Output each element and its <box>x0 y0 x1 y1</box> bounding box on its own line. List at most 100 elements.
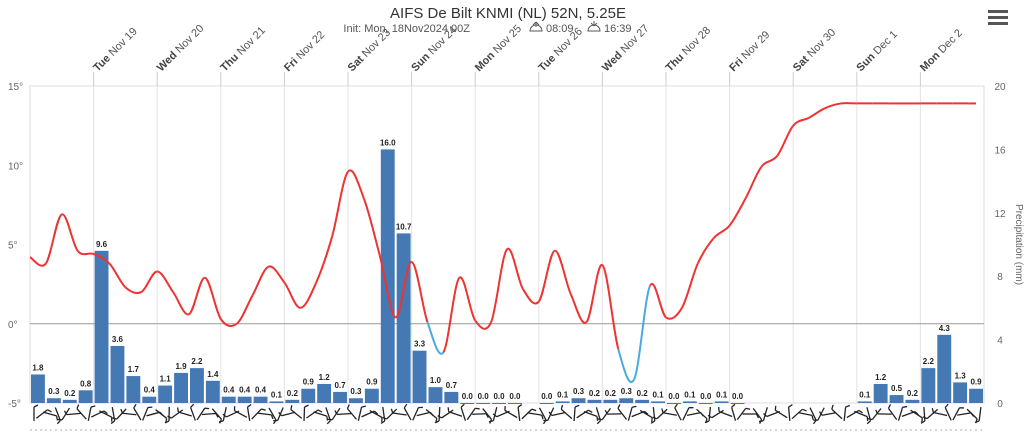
wind-barb <box>548 411 566 417</box>
precip-value-label: 0.0 <box>668 392 680 401</box>
wind-barb <box>639 409 653 423</box>
wind-barb <box>57 407 71 421</box>
precip-bar <box>253 396 268 403</box>
temperature-segment <box>268 265 286 284</box>
wind-barb <box>42 411 59 421</box>
precip-value-label: 0.2 <box>287 389 299 398</box>
precip-tick-label: 8 <box>997 272 1003 283</box>
wind-barbs-row <box>30 403 984 431</box>
temperature-segment <box>712 224 731 239</box>
wind-barb <box>120 408 137 416</box>
wind-barb <box>246 403 252 422</box>
wind-barb <box>76 404 87 420</box>
temperature-segment <box>537 249 556 303</box>
precip-bar <box>190 368 204 403</box>
temperature-segment <box>681 263 699 309</box>
precip-value-label: 0.2 <box>605 389 617 398</box>
precip-value-label: 0.1 <box>271 390 283 399</box>
wind-barb <box>325 407 332 425</box>
wind-barb <box>661 408 677 416</box>
sunrise-time: 08:09 <box>546 23 574 35</box>
precip-bar <box>635 399 650 403</box>
wind-barb <box>63 410 81 416</box>
precip-value-label: 3.3 <box>414 340 426 349</box>
temperature-segment <box>283 281 301 309</box>
precip-value-label: 0.3 <box>573 387 585 396</box>
temperature-segment <box>300 282 318 309</box>
temperature-segment <box>633 285 652 380</box>
temp-tick-label: 5° <box>8 241 18 252</box>
temperature-segment <box>60 213 79 252</box>
precip-value-label: 0.0 <box>509 392 521 401</box>
day-label: Sat Nov 30 <box>791 27 838 74</box>
precip-bar <box>921 368 936 403</box>
precip-tick-label: 0 <box>997 399 1003 410</box>
wind-barb <box>278 411 296 417</box>
precip-value-label: 3.6 <box>112 335 124 344</box>
wind-barb <box>952 407 964 421</box>
wind-barb <box>887 404 898 421</box>
wind-barb <box>251 408 266 420</box>
precip-bar <box>603 399 618 403</box>
wind-barb <box>922 408 939 420</box>
precip-bar <box>857 401 872 403</box>
wind-barb <box>257 412 274 420</box>
temperature-line <box>29 102 977 383</box>
wind-barb <box>504 405 518 419</box>
temperature-segment <box>108 262 127 289</box>
wind-barb <box>931 408 948 417</box>
precip-bar <box>31 374 45 403</box>
precip-bar <box>571 398 586 403</box>
temperature-segment <box>251 265 270 296</box>
day-label: Mon Dec 2 <box>918 27 965 74</box>
wind-barb <box>798 412 814 420</box>
precip-value-label: 1.1 <box>160 375 172 384</box>
precip-value-label: 1.8 <box>32 363 44 372</box>
wind-barb <box>583 410 599 421</box>
temperature-segment <box>188 276 206 316</box>
wind-barb <box>867 408 882 421</box>
precip-value-label: 0.0 <box>493 392 505 401</box>
wind-barb <box>966 408 978 424</box>
precip-bar <box>730 403 745 404</box>
wind-barb <box>142 406 153 421</box>
precip-bar <box>237 396 252 403</box>
wind-barb <box>488 407 498 423</box>
temperature-segment <box>728 198 747 227</box>
wind-barb <box>369 410 383 422</box>
precip-value-label: 0.1 <box>684 390 696 399</box>
plot-area <box>29 85 985 404</box>
sunrise-icon <box>529 21 543 32</box>
precip-bar <box>412 350 427 403</box>
temperature-segment <box>172 291 190 316</box>
wind-barb <box>361 410 379 418</box>
wind-barb <box>313 411 329 421</box>
hamburger-menu-icon[interactable] <box>988 8 1008 26</box>
day-label: Sun Dec 1 <box>854 28 900 74</box>
wind-barb <box>412 406 423 421</box>
wind-barb <box>831 404 843 420</box>
temperature-segment <box>474 319 493 330</box>
day-label: Fri Nov 29 <box>727 29 772 74</box>
precip-value-label: 0.0 <box>541 392 553 401</box>
precip-bar <box>969 388 983 403</box>
precip-bar <box>698 403 713 404</box>
precip-bar <box>476 403 491 404</box>
wind-barb <box>290 405 303 419</box>
precip-value-label: 1.4 <box>207 370 219 379</box>
wind-barb <box>189 403 196 421</box>
day-label: Fri Nov 22 <box>282 29 327 74</box>
wind-barb <box>233 406 248 418</box>
wind-barb <box>35 409 52 419</box>
wind-barb <box>434 406 441 424</box>
temperature-segment <box>219 318 238 327</box>
temperature-segment <box>506 248 524 290</box>
wind-barb <box>54 407 61 425</box>
precip-bar <box>508 403 522 404</box>
wind-barb <box>466 407 480 421</box>
wind-barb <box>382 408 398 420</box>
wind-barb <box>447 407 463 417</box>
wind-barb <box>597 407 612 421</box>
precip-value-label: 0.1 <box>716 390 728 399</box>
wind-barb <box>164 406 170 424</box>
